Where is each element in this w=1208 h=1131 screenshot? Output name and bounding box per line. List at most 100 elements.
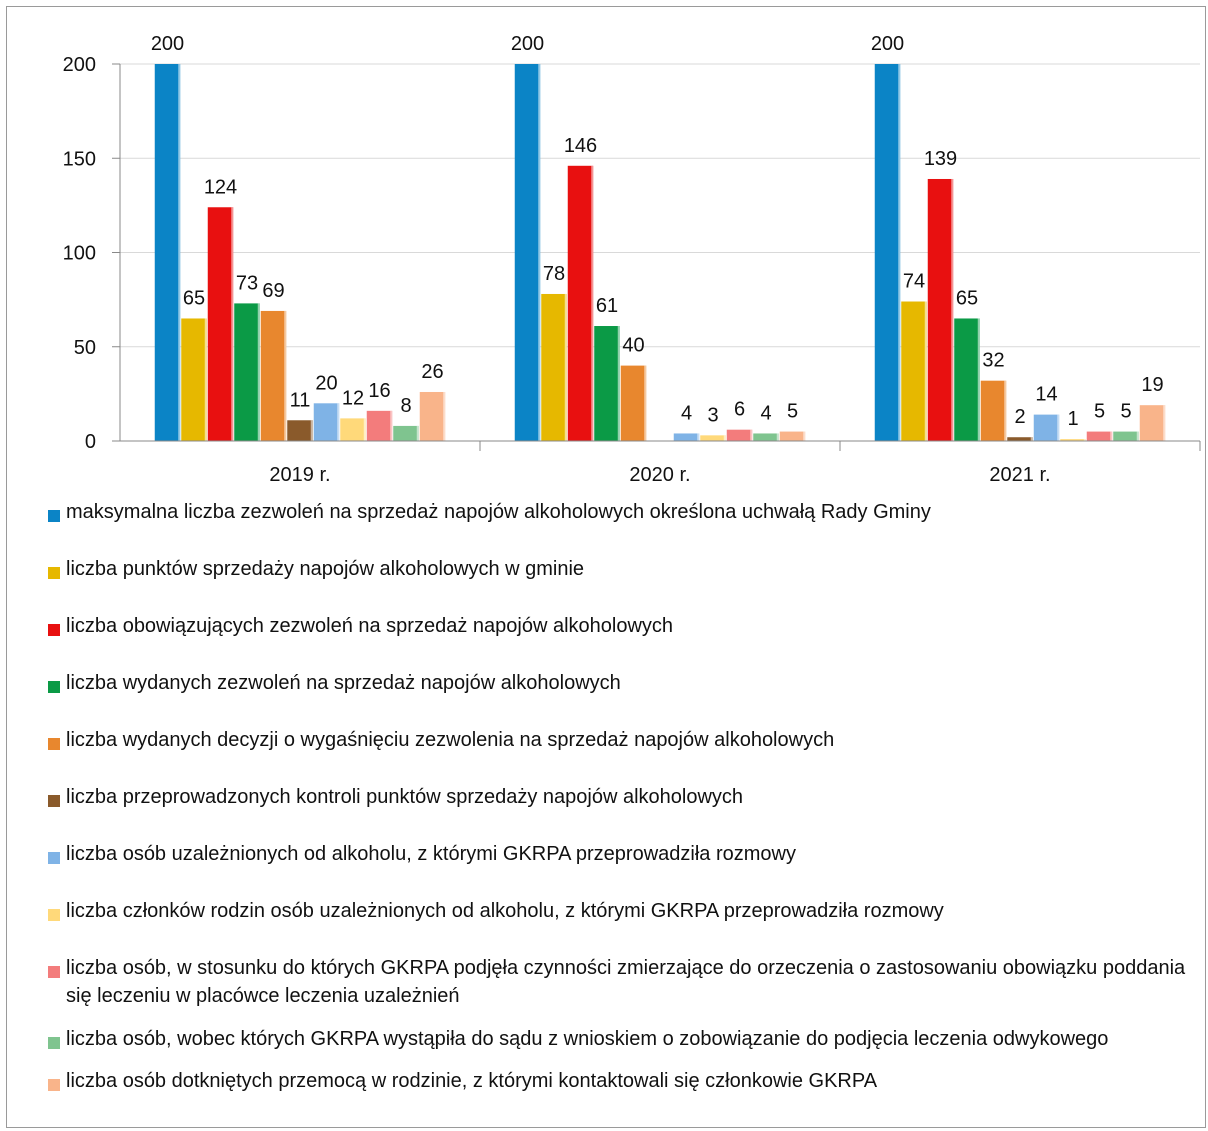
- data-label: 65: [183, 287, 205, 309]
- bar: [1113, 431, 1139, 441]
- bars: [154, 64, 1166, 442]
- legend-swatch: [48, 567, 60, 579]
- bar-highlight: [178, 64, 181, 441]
- y-tick-label: 0: [85, 431, 96, 453]
- bar: [514, 64, 541, 441]
- legend-label: liczba wydanych decyzji o wygaśnięciu ze…: [66, 729, 835, 751]
- bar-highlight: [1163, 405, 1166, 441]
- bar: [419, 391, 446, 441]
- data-label: 16: [368, 380, 390, 402]
- data-label: 11: [290, 389, 311, 411]
- legend-label: liczba osób uzależnionych od alkoholu, z…: [66, 843, 796, 865]
- bar-highlight: [416, 425, 419, 441]
- legend-swatch: [48, 852, 60, 864]
- legend-label: liczba punktów sprzedaży napojów alkohol…: [66, 558, 585, 580]
- bar: [901, 301, 927, 441]
- legend-label: maksymalna liczba zezwoleń na sprzedaż n…: [66, 501, 931, 523]
- bar: [366, 410, 393, 441]
- bar: [980, 380, 1007, 441]
- data-label: 26: [421, 361, 443, 383]
- y-tick-label: 150: [63, 148, 96, 170]
- legend-label: liczba wydanych zezwoleń na sprzedaż nap…: [66, 672, 621, 694]
- legend-swatch: [48, 738, 60, 750]
- data-label: 73: [236, 272, 258, 294]
- data-label: 200: [511, 33, 544, 55]
- bar-highlight: [951, 178, 954, 442]
- bar-highlight: [591, 165, 594, 442]
- bar-highlight: [617, 326, 620, 441]
- data-label: 4: [681, 402, 692, 424]
- bar: [1007, 437, 1033, 441]
- data-label: 61: [596, 295, 618, 317]
- data-label: 3: [707, 404, 718, 426]
- legend-swatch: [48, 1079, 60, 1091]
- bar: [1139, 405, 1166, 441]
- bar: [567, 165, 594, 442]
- data-label: 12: [342, 387, 364, 409]
- data-label: 146: [564, 135, 597, 157]
- bar-highlight: [1057, 414, 1060, 441]
- x-tick-label: 2019 r.: [269, 464, 330, 486]
- bar: [340, 418, 366, 441]
- bar-highlight: [443, 391, 446, 441]
- data-label: 40: [622, 335, 644, 357]
- bar: [1033, 414, 1060, 441]
- bar: [700, 435, 726, 441]
- data-label: 124: [204, 176, 237, 198]
- data-label: 5: [1120, 401, 1131, 423]
- legend-swatch: [48, 966, 60, 978]
- legend-label: liczba obowiązujących zezwoleń na sprzed…: [66, 615, 674, 637]
- bar-highlight: [337, 403, 340, 441]
- bar-highlight: [564, 293, 567, 441]
- legend-label: liczba osób, wobec których GKRPA wystąpi…: [66, 1028, 1109, 1050]
- data-label: 69: [262, 280, 284, 302]
- x-tick-label: 2020 r.: [629, 464, 690, 486]
- bar-highlight: [803, 431, 806, 441]
- legend-swatch: [48, 681, 60, 693]
- legend-label: liczba przeprowadzonych kontroli punktów…: [66, 786, 744, 808]
- data-label: 5: [1094, 401, 1105, 423]
- legend-label: liczba osób, w stosunku do których GKRPA…: [66, 957, 1186, 1007]
- data-label: 139: [924, 148, 957, 170]
- data-label: 2: [1014, 406, 1025, 428]
- bar-highlight: [257, 303, 260, 441]
- bar-highlight: [1004, 380, 1007, 441]
- bar-highlight: [390, 410, 393, 441]
- y-tick-label: 100: [63, 243, 96, 265]
- chart-frame: [6, 6, 1206, 1128]
- bar: [1060, 439, 1086, 441]
- legend-swatch: [48, 624, 60, 636]
- data-label: 19: [1141, 374, 1163, 396]
- legend-label: liczba członków rodzin osób uzależnionyc…: [66, 900, 944, 922]
- bar: [154, 64, 181, 441]
- data-label: 74: [903, 271, 925, 293]
- y-tick-label: 50: [74, 337, 96, 359]
- data-label: 200: [151, 33, 184, 55]
- bar: [673, 433, 700, 441]
- bar-highlight: [723, 435, 726, 441]
- data-label: 14: [1035, 384, 1057, 406]
- bar: [1086, 431, 1113, 441]
- axes: 0 50 100 150 200 2019 r. 2020 r. 2021 r.: [63, 54, 1201, 486]
- bar-highlight: [750, 429, 753, 441]
- legend-swatch: [48, 909, 60, 921]
- gridlines: [120, 63, 1200, 348]
- data-label: 8: [400, 395, 411, 417]
- bar: [726, 429, 753, 441]
- bar-highlight: [284, 310, 287, 441]
- y-tick-label: 200: [63, 54, 96, 76]
- data-label: 65: [956, 287, 978, 309]
- bar: [393, 425, 419, 441]
- bar: [594, 326, 620, 441]
- data-label: 6: [734, 399, 745, 421]
- bar-highlight: [1030, 437, 1033, 441]
- data-label: 200: [871, 33, 904, 55]
- bar: [954, 318, 980, 441]
- legend-swatch: [48, 795, 60, 807]
- bar-highlight: [538, 64, 541, 441]
- bar-highlight: [310, 420, 313, 441]
- bar: [927, 178, 954, 442]
- bar-highlight: [977, 318, 980, 441]
